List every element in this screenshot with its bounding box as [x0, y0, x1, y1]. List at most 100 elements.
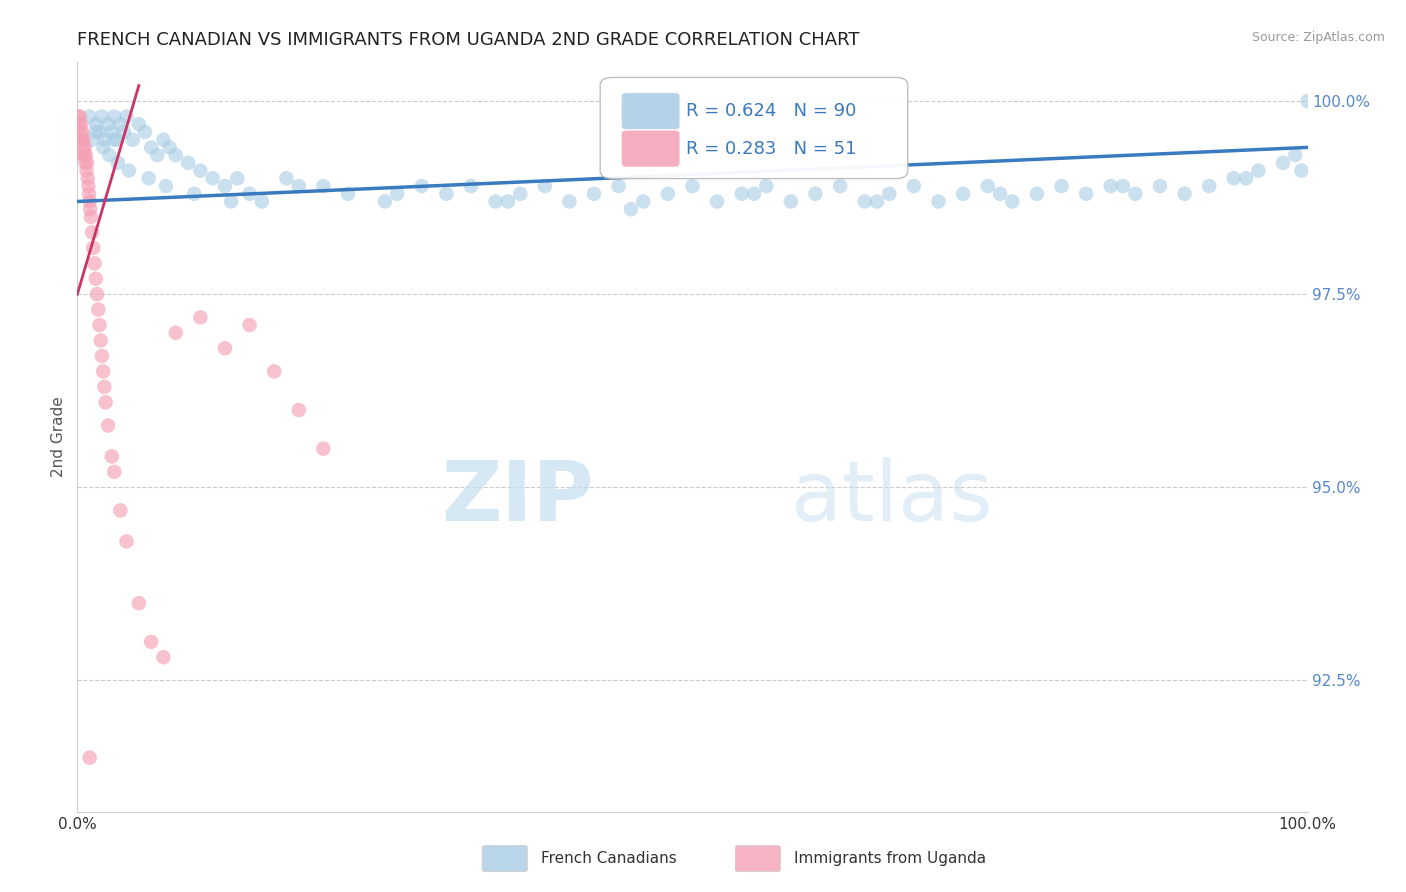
Point — [72, 140, 94, 154]
Point — [90, 334, 112, 348]
Point — [903, 179, 925, 194]
Point — [188, 310, 212, 325]
Point — [436, 186, 458, 201]
Point — [558, 194, 581, 209]
Point — [128, 117, 150, 131]
FancyBboxPatch shape — [621, 93, 681, 130]
Point — [89, 318, 111, 332]
Point — [731, 186, 754, 201]
Point — [70, 133, 93, 147]
Point — [1001, 194, 1024, 209]
Point — [159, 140, 181, 154]
Point — [385, 186, 409, 201]
Point — [70, 125, 93, 139]
Point — [141, 634, 163, 648]
Point — [94, 395, 117, 409]
Point — [534, 179, 557, 194]
Point — [780, 194, 803, 209]
Point — [84, 125, 107, 139]
Point — [79, 194, 101, 209]
Point — [84, 271, 107, 285]
Point — [165, 148, 187, 162]
Point — [276, 171, 298, 186]
Point — [73, 140, 96, 154]
Point — [1296, 94, 1319, 108]
Point — [70, 117, 93, 131]
Point — [485, 194, 508, 209]
Point — [263, 364, 285, 378]
FancyBboxPatch shape — [600, 78, 908, 178]
Point — [866, 194, 889, 209]
Point — [115, 534, 138, 549]
Point — [112, 125, 135, 139]
Point — [83, 256, 105, 270]
Point — [84, 117, 107, 131]
Point — [1284, 148, 1306, 162]
Point — [188, 163, 212, 178]
Point — [583, 186, 606, 201]
Point — [70, 133, 93, 147]
Point — [121, 133, 143, 147]
Point — [226, 171, 249, 186]
Point — [337, 186, 360, 201]
Point — [79, 202, 101, 217]
Point — [1223, 171, 1246, 186]
Point — [1026, 186, 1049, 201]
Point — [155, 179, 177, 194]
Point — [496, 194, 519, 209]
Text: R = 0.283   N = 51: R = 0.283 N = 51 — [686, 140, 856, 158]
Point — [101, 450, 124, 464]
Point — [89, 125, 111, 139]
Point — [152, 133, 174, 147]
Point — [110, 117, 132, 131]
Point — [706, 194, 728, 209]
Point — [374, 194, 396, 209]
Point — [73, 148, 96, 162]
Point — [69, 110, 91, 124]
Point — [755, 179, 778, 194]
Point — [93, 133, 115, 147]
Point — [288, 403, 311, 417]
Point — [79, 110, 101, 124]
Point — [250, 194, 273, 209]
FancyBboxPatch shape — [621, 130, 681, 168]
Point — [103, 465, 125, 479]
Point — [77, 179, 100, 194]
Point — [411, 179, 433, 194]
Point — [97, 418, 120, 433]
Point — [214, 341, 236, 355]
Point — [1291, 163, 1313, 178]
Point — [76, 171, 98, 186]
Point — [879, 186, 901, 201]
Point — [141, 140, 163, 154]
Point — [93, 380, 115, 394]
Point — [460, 179, 482, 194]
Point — [239, 318, 262, 332]
Point — [152, 650, 174, 665]
Point — [1234, 171, 1257, 186]
Point — [1076, 186, 1098, 201]
Point — [1149, 179, 1171, 194]
Point — [87, 302, 110, 317]
Point — [988, 186, 1011, 201]
Point — [103, 110, 125, 124]
Point — [312, 179, 335, 194]
Point — [239, 186, 262, 201]
Point — [288, 179, 311, 194]
Point — [830, 179, 852, 194]
Point — [657, 186, 679, 201]
Point — [82, 241, 104, 255]
Point — [115, 110, 138, 124]
Point — [146, 148, 169, 162]
Y-axis label: 2nd Grade: 2nd Grade — [51, 397, 66, 477]
Point — [1272, 156, 1295, 170]
Point — [804, 186, 827, 201]
Point — [183, 186, 205, 201]
Point — [72, 133, 94, 147]
Point — [86, 287, 108, 301]
Text: Source: ZipAtlas.com: Source: ZipAtlas.com — [1251, 31, 1385, 45]
Point — [91, 140, 114, 154]
Point — [201, 171, 224, 186]
Point — [138, 171, 160, 186]
Point — [177, 156, 200, 170]
